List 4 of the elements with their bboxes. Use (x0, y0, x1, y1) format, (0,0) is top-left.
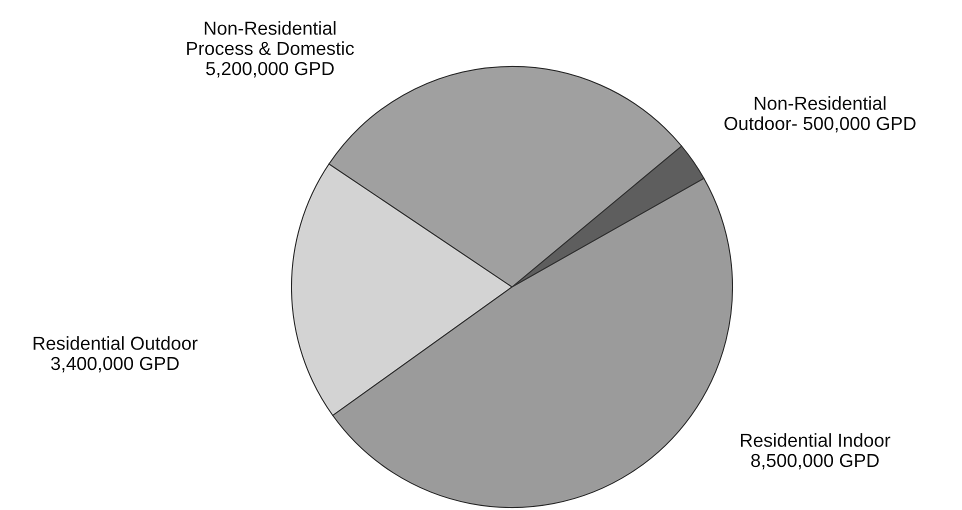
slice-label: Non-Residential Outdoor- 500,000 GPD (724, 96, 916, 132)
slice-label: Residential Indoor 8,500,000 GPD (740, 433, 890, 470)
slice-label: Residential Outdoor 3,400,000 GPD (34, 336, 198, 372)
slice-label: Non-Residential Process & Domestic 5,200,000 GPD (187, 21, 354, 78)
